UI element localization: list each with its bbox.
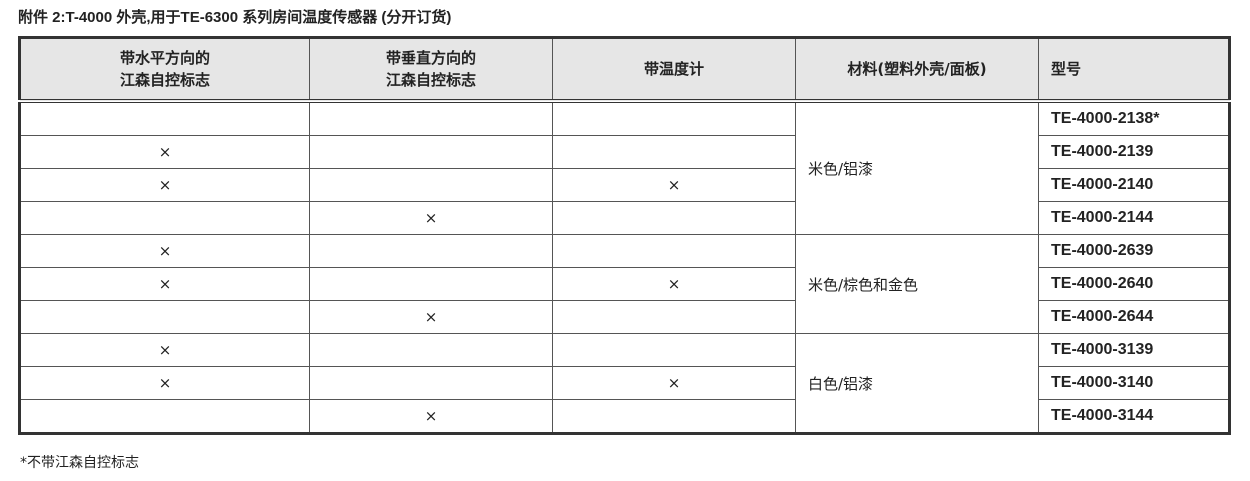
table-row: × TE-4000-2139 bbox=[19, 135, 1230, 169]
thermometer-cell bbox=[552, 333, 796, 367]
table-row: × × TE-4000-2640 bbox=[19, 267, 1230, 301]
horizontal-logo-cell bbox=[19, 201, 310, 235]
thermometer-cell: × bbox=[552, 366, 796, 400]
header-material: 材料(塑料外壳/面板) bbox=[795, 37, 1039, 103]
material-cell: 白色/铝漆 bbox=[795, 333, 1039, 434]
table-header-row: 带水平方向的 江森自控标志 带垂直方向的 江森自控标志 带温度计 材料(塑料外壳… bbox=[19, 37, 1230, 103]
horizontal-logo-cell: × bbox=[19, 168, 310, 202]
model-cell: TE-4000-3139 bbox=[1038, 333, 1230, 367]
table-row: × 白色/铝漆 TE-4000-3139 bbox=[19, 333, 1230, 434]
table-row: × × TE-4000-3140 bbox=[19, 366, 1230, 400]
vertical-logo-cell bbox=[309, 168, 553, 202]
model-cell: TE-4000-2139 bbox=[1038, 135, 1230, 169]
footnote: *不带江森自控标志 bbox=[20, 455, 139, 471]
horizontal-logo-cell: × bbox=[19, 267, 310, 301]
horizontal-logo-cell bbox=[19, 300, 310, 334]
header-horizontal-logo: 带水平方向的 江森自控标志 bbox=[19, 37, 310, 103]
material-cell: 米色/铝漆 bbox=[795, 100, 1039, 235]
vertical-logo-cell bbox=[309, 135, 553, 169]
table-row: × TE-4000-2644 bbox=[19, 300, 1230, 334]
header-model: 型号 bbox=[1038, 37, 1230, 103]
model-cell: TE-4000-3140 bbox=[1038, 366, 1230, 400]
thermometer-cell bbox=[552, 100, 796, 136]
vertical-logo-cell: × bbox=[309, 399, 553, 434]
vertical-logo-cell: × bbox=[309, 201, 553, 235]
model-cell: TE-4000-3144 bbox=[1038, 399, 1230, 434]
vertical-logo-cell bbox=[309, 366, 553, 400]
vertical-logo-cell bbox=[309, 100, 553, 136]
table-row: × TE-4000-2144 bbox=[19, 201, 1230, 235]
horizontal-logo-cell bbox=[19, 399, 310, 434]
material-cell: 米色/棕色和金色 bbox=[795, 234, 1039, 334]
thermometer-cell bbox=[552, 399, 796, 434]
document-title: 附件 2:T-4000 外壳,用于TE-6300 系列房间温度传感器 (分开订货… bbox=[18, 9, 452, 26]
horizontal-logo-cell bbox=[19, 100, 310, 136]
table-row: 米色/铝漆 TE-4000-2138* bbox=[19, 100, 1230, 235]
table-row: × TE-4000-3144 bbox=[19, 399, 1230, 434]
thermometer-cell bbox=[552, 201, 796, 235]
thermometer-cell bbox=[552, 300, 796, 334]
model-cell: TE-4000-2644 bbox=[1038, 300, 1230, 334]
thermometer-cell bbox=[552, 135, 796, 169]
horizontal-logo-cell: × bbox=[19, 333, 310, 367]
vertical-logo-cell: × bbox=[309, 300, 553, 334]
header-thermometer: 带温度计 bbox=[552, 37, 796, 103]
product-table: 带水平方向的 江森自控标志 带垂直方向的 江森自控标志 带温度计 材料(塑料外壳… bbox=[18, 36, 1231, 435]
horizontal-logo-cell: × bbox=[19, 135, 310, 169]
vertical-logo-cell bbox=[309, 333, 553, 367]
model-cell: TE-4000-2144 bbox=[1038, 201, 1230, 235]
model-cell: TE-4000-2640 bbox=[1038, 267, 1230, 301]
thermometer-cell: × bbox=[552, 168, 796, 202]
thermometer-cell bbox=[552, 234, 796, 268]
vertical-logo-cell bbox=[309, 267, 553, 301]
table-row: × 米色/棕色和金色 TE-4000-2639 bbox=[19, 234, 1230, 334]
thermometer-cell: × bbox=[552, 267, 796, 301]
header-vertical-logo: 带垂直方向的 江森自控标志 bbox=[309, 37, 553, 103]
model-cell: TE-4000-2138* bbox=[1038, 100, 1230, 136]
vertical-logo-cell bbox=[309, 234, 553, 268]
horizontal-logo-cell: × bbox=[19, 366, 310, 400]
model-cell: TE-4000-2140 bbox=[1038, 168, 1230, 202]
model-cell: TE-4000-2639 bbox=[1038, 234, 1230, 268]
horizontal-logo-cell: × bbox=[19, 234, 310, 268]
table-row: × × TE-4000-2140 bbox=[19, 168, 1230, 202]
